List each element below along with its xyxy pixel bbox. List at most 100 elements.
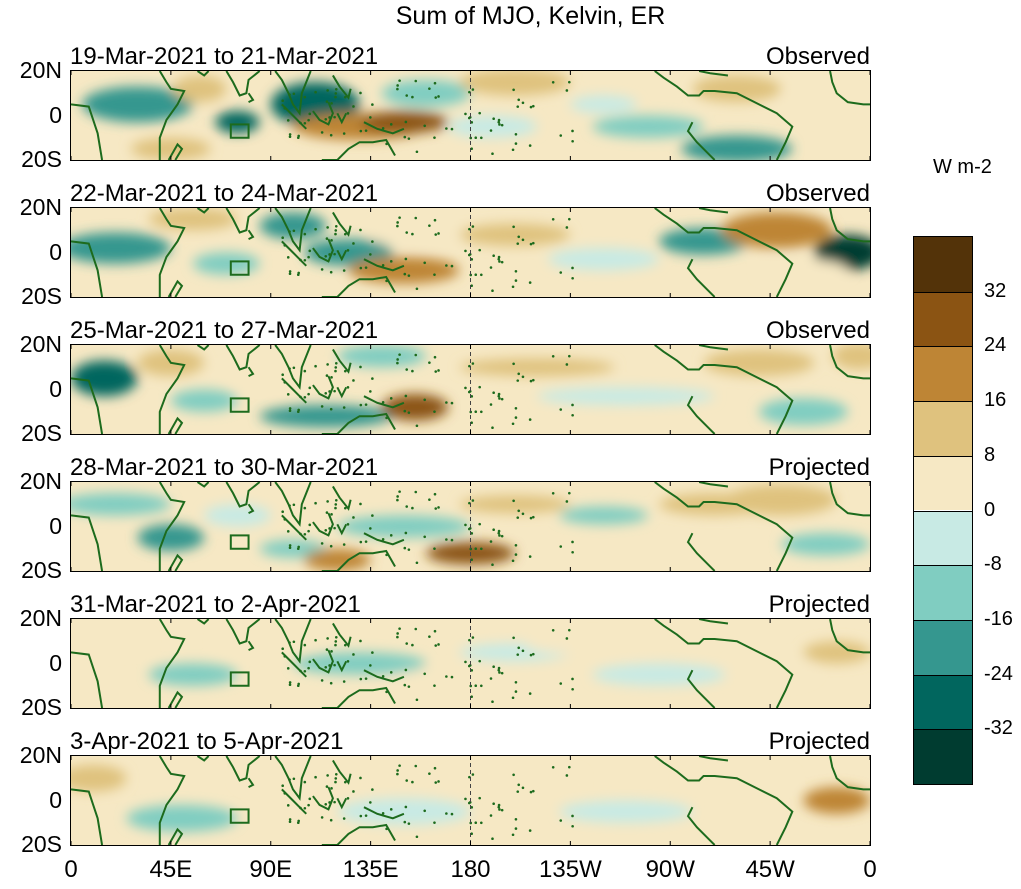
island-dot bbox=[324, 802, 328, 806]
island-dot bbox=[500, 808, 504, 812]
island-dot bbox=[398, 764, 401, 767]
coastline bbox=[829, 208, 870, 243]
island-dot bbox=[342, 406, 346, 409]
figure-title: Sum of MJO, Kelvin, ER bbox=[395, 2, 666, 30]
coastline bbox=[196, 345, 210, 351]
coastline bbox=[281, 103, 307, 130]
island-dot bbox=[334, 780, 337, 784]
island-dot bbox=[517, 98, 521, 102]
island-dot bbox=[405, 94, 409, 97]
coastline bbox=[274, 345, 312, 390]
coastline bbox=[312, 512, 334, 537]
island-dot bbox=[369, 801, 372, 804]
island-dot bbox=[334, 777, 338, 780]
colorbar-label: -16 bbox=[984, 607, 1013, 630]
island-dot bbox=[428, 635, 431, 638]
island-dot bbox=[437, 95, 440, 98]
anomaly-contour bbox=[337, 515, 471, 538]
island-dot bbox=[497, 803, 501, 807]
island-dot bbox=[292, 777, 296, 781]
island-dot bbox=[292, 229, 296, 233]
island-dot bbox=[464, 797, 467, 801]
island-dot bbox=[492, 528, 495, 531]
island-dot bbox=[352, 790, 355, 793]
coastline bbox=[829, 482, 870, 517]
island-dot bbox=[529, 379, 533, 383]
longitude-label: 135W bbox=[539, 856, 602, 883]
island-dot bbox=[288, 778, 291, 781]
island-dot bbox=[445, 127, 448, 130]
coastline bbox=[363, 532, 405, 546]
coastline bbox=[71, 651, 104, 708]
anomaly-contour bbox=[381, 393, 449, 421]
coastline bbox=[247, 366, 255, 378]
latitude-label: 20N bbox=[19, 194, 62, 220]
island-dot bbox=[433, 218, 437, 222]
anomaly-contour bbox=[759, 398, 848, 426]
map-panel: 19-Mar-2021 to 21-Mar-2021 Observed 20N 0 20… bbox=[0, 44, 880, 181]
island-dot bbox=[308, 249, 312, 253]
island-dot bbox=[364, 266, 368, 269]
island-dot bbox=[464, 523, 467, 527]
island-dot bbox=[299, 532, 302, 536]
island-dot bbox=[296, 821, 300, 825]
island-dot bbox=[528, 555, 532, 558]
island-dot bbox=[414, 764, 418, 768]
island-dot bbox=[478, 796, 481, 800]
anomaly-contour bbox=[570, 95, 637, 114]
island-dot bbox=[551, 491, 555, 495]
island-dot bbox=[450, 812, 454, 816]
olr-anomaly-map bbox=[70, 618, 871, 709]
island-dot bbox=[528, 144, 532, 147]
island-dot bbox=[359, 266, 363, 270]
coastline bbox=[71, 377, 104, 434]
coastline bbox=[363, 258, 405, 272]
island-dot bbox=[364, 403, 368, 406]
island-dot bbox=[528, 692, 532, 695]
coastline bbox=[229, 260, 250, 276]
coastline bbox=[654, 482, 794, 571]
coastline bbox=[281, 651, 307, 678]
anomaly-contour bbox=[703, 349, 815, 377]
anomaly-contour bbox=[392, 670, 504, 693]
colorbar-segment bbox=[914, 291, 972, 347]
anomaly-contour bbox=[721, 212, 833, 249]
island-dot bbox=[325, 237, 329, 240]
island-dot bbox=[478, 248, 481, 252]
island-dot bbox=[470, 395, 474, 398]
island-dot bbox=[343, 232, 347, 236]
island-dot bbox=[437, 780, 440, 783]
longitude-label: 90E bbox=[249, 856, 293, 883]
olr-anomaly-map bbox=[70, 344, 871, 435]
island-dot bbox=[568, 628, 571, 632]
island-dot bbox=[288, 544, 292, 547]
colorbar-segment bbox=[914, 565, 972, 620]
island-dot bbox=[330, 650, 333, 653]
island-dot bbox=[389, 808, 393, 811]
island-dot bbox=[381, 538, 385, 541]
panel-status: Observed bbox=[765, 43, 870, 70]
coastline bbox=[225, 71, 261, 97]
island-dot bbox=[333, 115, 336, 119]
island-dot bbox=[288, 683, 292, 687]
longitude-label: 180 bbox=[450, 856, 491, 883]
island-dot bbox=[491, 289, 494, 293]
island-dot bbox=[434, 644, 438, 647]
olr-anomaly-map bbox=[70, 755, 871, 846]
olr-anomaly-map bbox=[70, 207, 871, 298]
coastline bbox=[698, 619, 729, 625]
island-dot bbox=[529, 790, 533, 794]
island-dot bbox=[528, 281, 532, 284]
island-dot bbox=[329, 407, 333, 411]
island-dot bbox=[346, 249, 350, 252]
latitude-label: 20S bbox=[21, 694, 62, 720]
island-dot bbox=[497, 529, 501, 533]
island-dot bbox=[326, 500, 329, 503]
island-dot bbox=[423, 398, 426, 402]
island-dot bbox=[328, 527, 331, 530]
island-dot bbox=[396, 495, 399, 498]
island-dot bbox=[470, 558, 473, 562]
island-dot bbox=[329, 544, 333, 548]
island-dot bbox=[489, 814, 493, 817]
coastline bbox=[698, 208, 729, 214]
